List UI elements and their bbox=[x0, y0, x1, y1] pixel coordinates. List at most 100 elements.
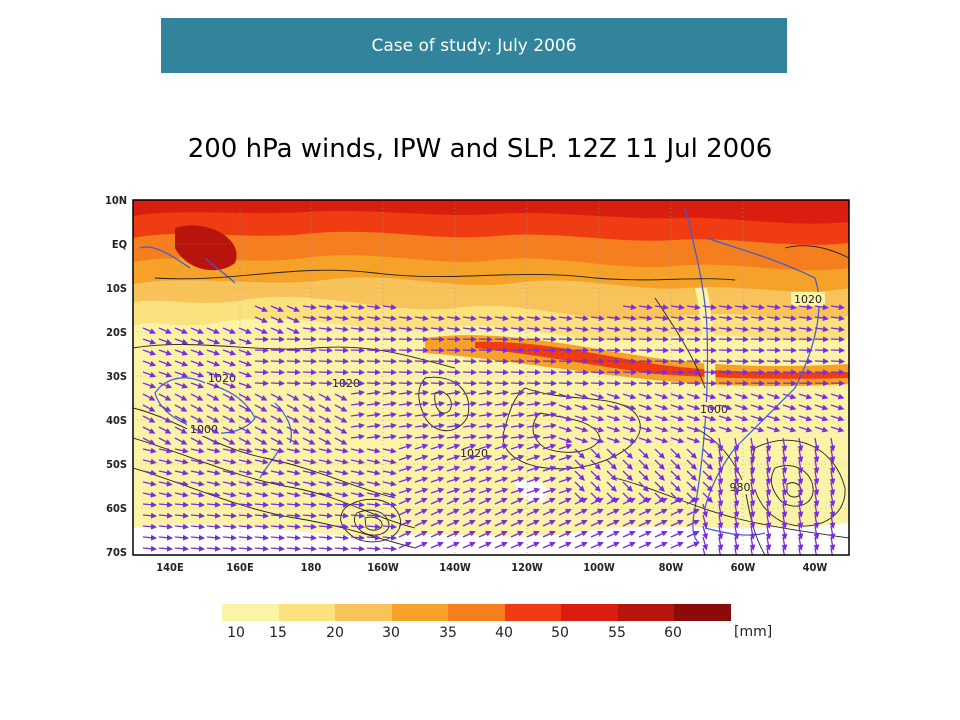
wind-arrow bbox=[190, 371, 205, 378]
wind-arrow bbox=[510, 465, 525, 472]
wind-arrow bbox=[158, 338, 173, 345]
wind-arrow bbox=[638, 530, 652, 538]
wind-arrow bbox=[238, 349, 253, 356]
banner-title: Case of study: July 2006 bbox=[371, 35, 577, 56]
wind-arrow bbox=[446, 487, 461, 494]
wind-arrow bbox=[430, 422, 445, 429]
wind-arrow bbox=[654, 380, 669, 387]
wind-arrow bbox=[366, 534, 381, 541]
wind-arrow bbox=[622, 415, 637, 422]
svg-text:1000: 1000 bbox=[190, 423, 218, 436]
wind-arrow bbox=[318, 380, 333, 387]
wind-arrow bbox=[638, 459, 649, 470]
wind-arrow bbox=[702, 525, 708, 540]
wind-arrow bbox=[702, 358, 717, 365]
wind-arrow bbox=[206, 447, 221, 454]
wind-arrow bbox=[750, 415, 765, 422]
wind-arrow bbox=[781, 437, 788, 452]
wind-arrow bbox=[654, 497, 668, 505]
wind-arrow bbox=[414, 530, 428, 538]
wind-arrow bbox=[670, 404, 685, 411]
wind-arrow bbox=[174, 349, 189, 356]
wind-arrow bbox=[478, 369, 493, 376]
wind-arrow bbox=[414, 465, 429, 472]
wind-arrow bbox=[174, 458, 189, 465]
wind-arrow bbox=[478, 347, 493, 354]
wind-arrow bbox=[654, 426, 669, 433]
wind-arrow bbox=[670, 336, 685, 343]
wind-arrow bbox=[222, 371, 237, 378]
wind-arrow bbox=[590, 459, 601, 470]
wind-arrow bbox=[622, 426, 637, 433]
colorbar-swatch bbox=[504, 604, 562, 621]
wind-arrow bbox=[590, 415, 605, 422]
wind-arrow bbox=[654, 393, 669, 400]
wind-arrow bbox=[446, 476, 461, 483]
wind-arrow bbox=[590, 508, 604, 516]
wind-arrow bbox=[558, 380, 573, 387]
wind-arrow bbox=[382, 545, 397, 552]
wind-arrow bbox=[446, 411, 461, 418]
wind-arrow bbox=[270, 316, 284, 323]
wind-arrow bbox=[318, 369, 333, 376]
wind-arrow bbox=[781, 492, 788, 507]
wind-arrow bbox=[398, 326, 413, 333]
wind-arrow bbox=[830, 380, 845, 387]
wind-arrow bbox=[542, 369, 557, 376]
wind-arrow bbox=[350, 523, 365, 530]
lat-label: 70S bbox=[106, 546, 127, 559]
wind-arrow bbox=[270, 393, 284, 401]
wind-arrow bbox=[414, 369, 429, 376]
wind-arrow bbox=[446, 443, 461, 450]
wind-arrow bbox=[542, 422, 557, 429]
wind-arrow bbox=[813, 448, 820, 463]
wind-arrow bbox=[590, 369, 605, 376]
wind-arrow bbox=[606, 369, 621, 376]
colorbar-swatch bbox=[617, 604, 675, 621]
wind-arrow bbox=[334, 404, 348, 412]
wind-arrow bbox=[174, 437, 188, 445]
wind-arrow bbox=[590, 497, 604, 505]
wind-arrow bbox=[462, 347, 477, 354]
wind-arrow bbox=[558, 369, 573, 376]
wind-arrow bbox=[526, 530, 540, 538]
wind-arrow bbox=[302, 534, 317, 541]
wind-arrow bbox=[462, 400, 477, 407]
wind-arrow bbox=[670, 326, 685, 333]
wind-arrow bbox=[510, 336, 525, 343]
wind-arrow bbox=[814, 304, 829, 311]
wind-arrow bbox=[430, 336, 445, 343]
wind-arrow bbox=[462, 465, 477, 472]
colorbar-legend: 10 15 20 30 35 40 50 55 60 [mm] bbox=[208, 595, 780, 655]
wind-arrow bbox=[654, 336, 669, 343]
wind-arrow bbox=[702, 304, 717, 311]
wind-arrow bbox=[782, 358, 797, 365]
wind-arrow bbox=[254, 458, 269, 465]
wind-arrow bbox=[478, 497, 492, 505]
wind-arrow bbox=[590, 530, 604, 538]
wind-arrow bbox=[606, 404, 621, 411]
lon-label: 120W bbox=[511, 561, 543, 574]
wind-arrow bbox=[797, 536, 804, 551]
wind-arrow bbox=[366, 469, 381, 476]
wind-arrow bbox=[350, 400, 365, 407]
wind-arrow bbox=[558, 415, 573, 422]
wind-arrow bbox=[366, 501, 381, 508]
wind-arrow bbox=[302, 426, 316, 434]
wind-arrow bbox=[238, 437, 252, 445]
colorbar-tick: 40 bbox=[495, 625, 513, 641]
wind-arrow bbox=[302, 437, 316, 445]
wind-arrow bbox=[158, 512, 173, 519]
wind-arrow bbox=[494, 465, 509, 472]
wind-arrow bbox=[814, 347, 829, 354]
wind-arrow bbox=[462, 443, 477, 450]
wind-arrow bbox=[574, 470, 585, 481]
wind-arrow bbox=[526, 476, 541, 483]
wind-arrow bbox=[749, 536, 756, 551]
wind-arrow bbox=[702, 380, 717, 387]
wind-arrow bbox=[318, 358, 333, 365]
wind-arrow bbox=[206, 404, 220, 412]
wind-arrow bbox=[286, 480, 301, 487]
wind-arrow bbox=[318, 336, 333, 343]
wind-arrow bbox=[510, 411, 525, 418]
